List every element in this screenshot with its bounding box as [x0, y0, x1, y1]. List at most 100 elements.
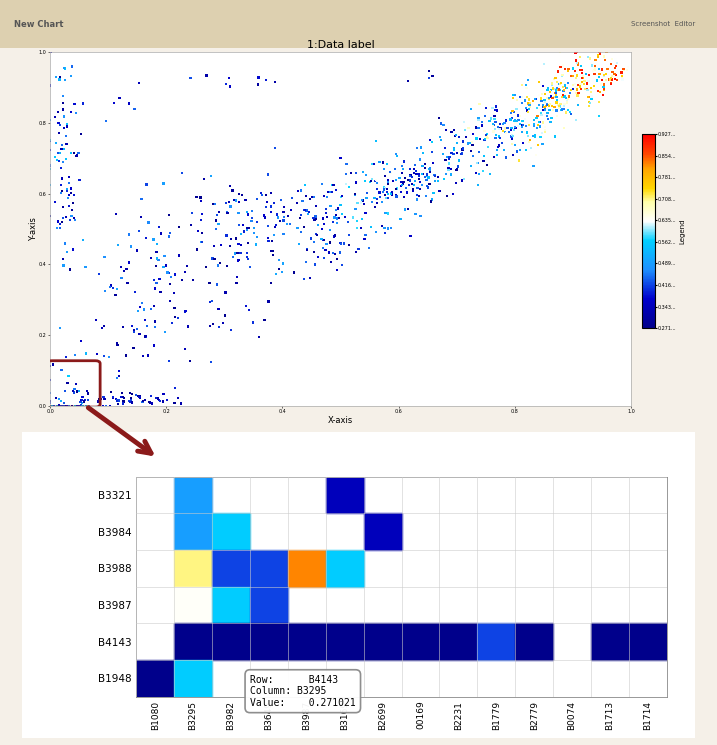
Point — [531, 122, 543, 134]
Point — [611, 74, 622, 86]
Point — [594, 96, 605, 108]
Point — [153, 254, 164, 266]
Point — [495, 122, 506, 134]
Point — [583, 100, 594, 112]
Point — [64, 215, 75, 226]
Point — [549, 91, 560, 103]
Point — [440, 124, 452, 136]
Point — [435, 118, 447, 130]
Point — [308, 236, 320, 248]
Point — [559, 98, 570, 110]
Point — [492, 121, 503, 133]
Point — [111, 396, 123, 408]
Point — [528, 160, 539, 172]
Point — [61, 121, 72, 133]
Point — [154, 395, 166, 407]
Point — [397, 179, 408, 191]
Point — [561, 96, 573, 108]
Point — [514, 92, 526, 104]
Point — [52, 400, 63, 412]
Point — [473, 168, 485, 180]
Point — [425, 195, 437, 207]
Point — [456, 174, 467, 186]
Point — [351, 222, 363, 234]
Point — [576, 67, 587, 79]
Point — [522, 74, 533, 86]
Point — [535, 131, 546, 143]
Point — [114, 92, 125, 104]
Point — [157, 396, 168, 408]
Point — [251, 238, 262, 250]
Point — [622, 64, 633, 76]
Point — [271, 209, 282, 221]
Point — [400, 182, 412, 194]
Point — [424, 163, 435, 175]
Point — [305, 232, 317, 244]
Point — [145, 303, 156, 315]
Point — [127, 396, 138, 408]
Point — [523, 98, 534, 110]
Point — [132, 305, 143, 317]
Point — [324, 237, 336, 249]
Point — [343, 181, 355, 193]
Point — [341, 158, 352, 170]
Point — [93, 268, 105, 280]
Point — [447, 148, 459, 160]
Point — [429, 174, 441, 186]
Point — [98, 320, 110, 332]
Point — [237, 219, 249, 231]
Point — [561, 95, 573, 107]
Point — [500, 115, 511, 127]
Bar — [174, 660, 212, 697]
Point — [265, 245, 277, 257]
Point — [520, 102, 531, 114]
Point — [326, 186, 338, 197]
Point — [161, 394, 173, 406]
Point — [618, 63, 630, 74]
Point — [148, 274, 159, 286]
Point — [443, 153, 455, 165]
Point — [168, 396, 180, 408]
Point — [133, 390, 144, 402]
Point — [265, 206, 277, 218]
Point — [130, 389, 141, 401]
Point — [575, 64, 587, 76]
Point — [246, 215, 257, 226]
Bar — [516, 624, 553, 660]
Point — [437, 148, 449, 160]
Point — [105, 386, 117, 398]
Point — [583, 75, 594, 87]
Point — [318, 234, 330, 246]
Point — [225, 324, 237, 336]
Point — [241, 222, 252, 234]
Point — [584, 91, 595, 103]
Point — [300, 204, 311, 216]
Point — [421, 174, 432, 186]
Point — [424, 134, 436, 146]
Point — [364, 177, 376, 188]
Y-axis label: Legend: Legend — [680, 218, 685, 244]
Point — [241, 251, 252, 263]
Point — [69, 400, 80, 412]
Point — [404, 180, 415, 191]
Point — [482, 132, 493, 144]
Point — [533, 76, 545, 88]
Point — [556, 70, 568, 82]
Point — [44, 210, 56, 222]
Point — [451, 147, 462, 159]
Point — [376, 220, 388, 232]
Point — [592, 74, 603, 86]
Point — [123, 98, 135, 110]
Point — [539, 102, 551, 114]
Point — [169, 268, 181, 280]
Point — [382, 223, 394, 235]
Point — [579, 83, 591, 95]
Point — [328, 216, 339, 228]
Point — [561, 82, 572, 94]
Point — [60, 130, 72, 142]
Point — [546, 77, 558, 89]
Point — [405, 169, 417, 181]
Point — [538, 58, 550, 70]
Point — [179, 343, 191, 355]
Point — [252, 72, 264, 83]
